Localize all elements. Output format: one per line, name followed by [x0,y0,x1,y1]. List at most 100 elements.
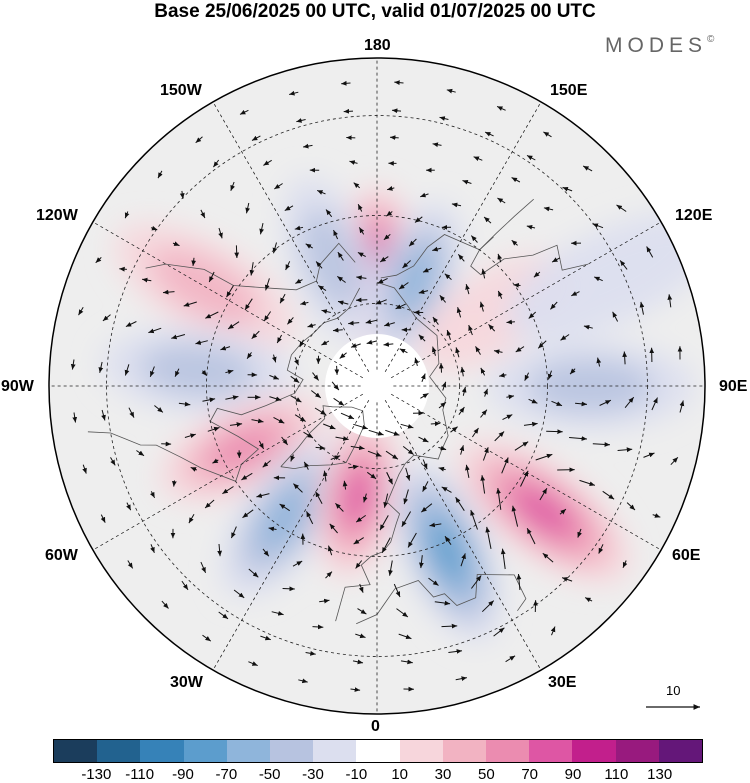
wind-arrow [353,423,368,430]
wind-arrow [652,513,661,518]
wind-arrow [367,450,382,457]
wind-arrow [227,321,240,330]
wind-arrow [679,400,685,413]
wind-arrow [462,179,472,185]
wind-arrow [217,543,223,557]
wind-arrow [505,655,516,663]
wind-arrow [596,357,602,367]
wind-arrow [386,472,393,485]
wind-arrow [451,202,462,208]
colorbar-tick-label: -30 [302,766,324,783]
wind-arrow [262,460,271,468]
wind-arrow [569,436,588,441]
wind-arrow [391,108,402,114]
wind-arrow [562,186,573,192]
wind-arrow [420,392,429,399]
wind-arrow [150,225,158,231]
wind-arrow [249,262,255,276]
wind-arrow [126,502,132,511]
wind-arrow [526,154,536,161]
wind-arrow [422,481,429,492]
meridian-30 [384,399,542,671]
wind-arrow [82,464,87,474]
wind-arrow [357,251,366,258]
wind-arrow [501,457,509,474]
wind-vector-field [70,80,685,692]
wind-arrow [481,268,487,279]
wind-arrow [251,418,264,424]
wind-arrow [356,275,367,281]
wind-arrow [337,251,344,261]
anomaly-cell-12-0 [506,211,705,341]
wind-arrow [559,508,567,515]
wind-arrow [268,526,277,532]
wind-arrow [584,597,593,603]
wind-arrow [575,401,588,407]
wind-arrow [348,464,359,470]
wind-arrow [388,560,393,576]
wind-arrow [617,447,633,453]
wind-arrow [543,206,554,212]
wind-arrow [438,445,447,451]
wind-arrow [259,222,265,235]
wind-arrow [438,362,444,373]
wind-arrow [350,445,365,451]
wind-arrow [142,277,152,283]
wind-arrow [499,372,507,378]
wind-arrow [251,330,260,340]
wind-arrow [181,580,189,591]
wind-arrow [205,311,219,319]
colorbar-segment [356,740,400,762]
wind-arrow [230,526,237,539]
wind-arrow [179,190,185,199]
coast-mediterranean [356,574,527,625]
wind-arrow [178,401,191,407]
reference-vector-label: 10 [666,683,681,698]
wind-arrow [520,470,529,487]
lon-label-120w: 120W [36,207,78,224]
wind-arrow [342,480,348,490]
wind-arrow [639,301,645,315]
wind-arrow [340,412,355,420]
wind-arrow [457,253,465,262]
lon-label-90e: 90E [719,378,748,395]
wind-arrow [511,177,521,183]
wind-arrow [293,483,303,493]
lon-label-30e: 30E [548,674,577,691]
wind-arrow [363,493,368,503]
wind-arrow [460,553,466,567]
wind-arrow [127,560,134,569]
wind-arrow [272,242,278,254]
colorbar-segment [615,740,659,762]
wind-arrow [598,544,604,554]
wind-arrow [258,440,265,450]
wind-arrow [493,627,505,637]
wind-arrow [174,368,180,377]
wind-arrow [274,183,283,190]
wind-arrow [343,108,354,114]
wind-arrow [335,502,344,512]
wind-arrow [670,456,679,466]
wind-arrow [337,300,349,306]
colorbar-tick-label: 90 [564,766,582,783]
wind-arrow [325,571,333,579]
wind-arrow [480,367,486,376]
wind-arrow [455,496,465,511]
wind-arrow [325,209,333,218]
wind-arrow [398,282,409,290]
wind-arrow [300,300,309,306]
lon-label-150w: 150W [160,82,202,99]
wind-arrow [334,365,340,375]
wind-arrow [480,475,486,494]
wind-arrow [539,487,548,501]
colorbar-segment [399,740,443,762]
wind-arrow [368,429,384,436]
colorbar-tick-label: 10 [391,766,408,783]
lon-label-150e: 150E [550,82,588,99]
wind-arrow [479,301,485,312]
meridian-150 [384,101,542,373]
wind-arrow [314,407,327,416]
lon-label-0: 0 [371,718,380,735]
wind-arrow [269,396,282,402]
wind-arrow [188,513,195,524]
